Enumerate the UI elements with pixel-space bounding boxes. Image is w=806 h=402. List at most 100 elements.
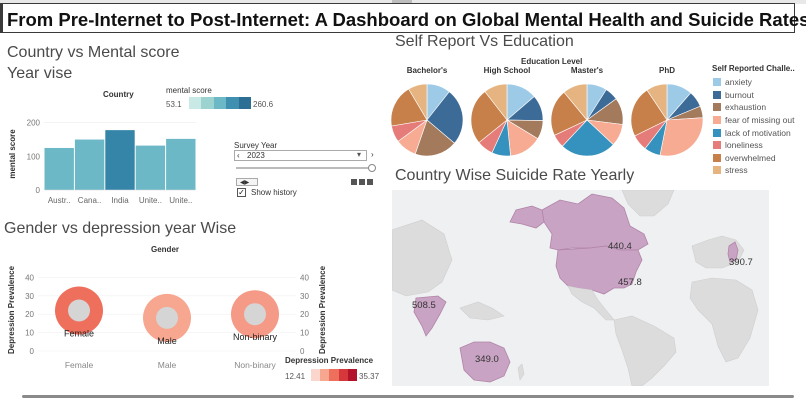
legend-item-loneliness[interactable]: loneliness	[713, 139, 806, 152]
legend-label: stress	[725, 165, 748, 176]
map-chart-title: Country Wise Suicide Rate Yearly	[395, 167, 635, 184]
legend-item-burnout[interactable]: burnout	[713, 89, 806, 102]
speed-medium-icon[interactable]	[359, 179, 365, 185]
legend-item-overwhelmed[interactable]: overwhelmed	[713, 152, 806, 165]
bar-y-tick: 100	[27, 152, 41, 161]
bar-4	[166, 138, 196, 190]
bar-x-tick: Unite..	[169, 196, 192, 205]
bar-x-tick: India	[111, 196, 129, 205]
southeast-asia-shape	[459, 301, 505, 321]
gender-x-tick: Female	[65, 360, 94, 370]
playback-controls[interactable]: ◀▶	[236, 178, 258, 186]
legend-swatch	[713, 103, 721, 112]
pie-slice-stress	[408, 83, 428, 122]
gender-bubble-label: Male	[157, 336, 177, 346]
alaska-region[interactable]	[509, 205, 545, 229]
survey-year-label: Survey Year	[234, 141, 278, 150]
legend-swatch	[713, 128, 721, 137]
legend-swatch	[713, 78, 721, 87]
education-pie-charts: Bachelor's High School Master's PhD	[390, 66, 704, 157]
year-slider-track[interactable]	[236, 167, 372, 169]
legend-swatch	[713, 116, 721, 125]
pie-header: Bachelor's	[407, 66, 448, 75]
suicide-rate-map[interactable]: 440.4 457.8 508.5 349.0 390.7	[392, 190, 769, 386]
map-value-label: 508.5	[412, 300, 436, 311]
legend-item-anxiety[interactable]: anxiety	[713, 76, 806, 89]
pie-slice-exhaustion	[414, 119, 455, 157]
gender-y-tick-right: 40	[300, 273, 309, 282]
depression-ramp-step	[347, 369, 358, 381]
bar-1	[74, 139, 105, 190]
africa-shape	[689, 277, 759, 363]
pie-slice-stress	[646, 83, 668, 121]
united-kingdom-region[interactable]	[727, 241, 739, 263]
mental-score-ramp-step	[189, 97, 202, 109]
bar-y-tick: 0	[36, 186, 41, 195]
prev-year-icon[interactable]: ‹	[237, 151, 240, 160]
legend-item-exhaustion[interactable]: exhaustion	[713, 101, 806, 114]
map-value-label: 390.7	[729, 257, 753, 268]
gender-y-tick-right: 0	[300, 347, 305, 356]
pie-slice-stress	[484, 83, 508, 121]
legend-swatch	[713, 141, 721, 150]
year-slider-handle[interactable]	[368, 164, 376, 172]
mental-score-ramp-step	[213, 97, 227, 109]
map-value-label: 349.0	[475, 354, 499, 365]
challenge-legend-title: Self Reported Challe..	[712, 64, 795, 73]
mental-score-legend-min: 53.1	[166, 100, 182, 109]
bar-2	[105, 130, 135, 190]
map-value-label: 457.8	[618, 277, 642, 288]
next-year-icon[interactable]: ›	[371, 150, 374, 159]
depression-legend-min: 12.41	[285, 372, 306, 381]
legend-item-fear-of-missing-out[interactable]: fear of missing out	[713, 114, 806, 127]
new-zealand-shape	[517, 363, 525, 381]
play-icon[interactable]: ◀▶	[240, 180, 250, 186]
australia-region[interactable]	[459, 341, 511, 383]
pie-slice-lack-of-motivation	[561, 119, 614, 157]
gender-bubble-chart: 0 0 10 10 20 20 30 30 40 40 Female Female Male Male No…	[25, 273, 309, 370]
drag-handle[interactable]	[392, 0, 412, 4]
gender-y-tick-left: 20	[25, 310, 34, 319]
survey-year-value: 2023	[247, 151, 265, 160]
gender-y-tick-left: 10	[25, 329, 34, 338]
bar-x-tick: Cana..	[78, 196, 102, 205]
gender-y-tick-left: 40	[25, 273, 34, 282]
gender-x-tick: Non-binary	[234, 360, 276, 370]
legend-label: exhaustion	[725, 102, 767, 113]
mental-score-ramp-step	[238, 97, 252, 109]
gender-column-header: Gender	[151, 245, 180, 254]
bar-0	[44, 147, 74, 190]
pie-slice-stress	[563, 83, 588, 121]
legend-item-lack-of-motivation[interactable]: lack of motivation	[713, 126, 806, 139]
south-america-shape	[613, 315, 677, 386]
pie-slice-overwhelmed	[470, 91, 508, 144]
horizontal-scrollbar[interactable]	[22, 395, 794, 398]
gender-chart-title: Gender vs depression year Wise	[4, 220, 237, 237]
depression-legend-max: 35.37	[359, 372, 380, 381]
survey-year-dropdown[interactable]: ‹ 2023 ▾	[234, 150, 367, 161]
gender-bubble-core-0	[68, 299, 90, 322]
title-box: From Pre-Internet to Post-Internet: A Da…	[0, 3, 806, 33]
pie-slice-overwhelmed	[630, 89, 668, 137]
legend-item-stress[interactable]: stress	[713, 164, 806, 177]
show-history-checkbox[interactable]: ✓	[237, 188, 246, 197]
education-chart-title: Self Report Vs Education	[395, 33, 574, 50]
depression-color-ramp	[311, 369, 358, 381]
depression-ramp-step	[320, 369, 330, 381]
legend-swatch	[713, 90, 721, 99]
dashboard-title: From Pre-Internet to Post-Internet: A Da…	[7, 9, 806, 30]
mental-score-legend-max: 260.6	[253, 100, 274, 109]
legend-swatch	[713, 166, 721, 175]
bar-x-tick: Austr..	[48, 196, 71, 205]
gender-y-tick-right: 30	[300, 292, 309, 301]
gender-x-tick: Male	[158, 360, 177, 370]
united-states-region[interactable]	[555, 245, 643, 295]
speed-slow-icon[interactable]	[351, 179, 357, 185]
gender-bubble-label: Non-binary	[233, 332, 278, 342]
india-region[interactable]	[413, 295, 447, 337]
bar-3	[135, 145, 166, 190]
speed-controls[interactable]	[351, 179, 375, 185]
pie-slice-overwhelmed	[550, 91, 588, 136]
speed-fast-icon[interactable]	[367, 179, 373, 185]
map-value-label: 440.4	[608, 241, 632, 252]
